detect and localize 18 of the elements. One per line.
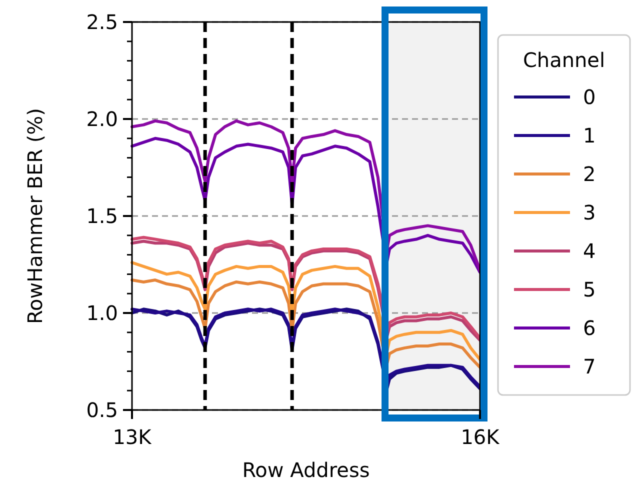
legend-label: 4 [583, 239, 596, 263]
legend-title: Channel [522, 48, 606, 72]
legend-label: 0 [583, 85, 596, 109]
y-tick-label: 1.0 [86, 301, 118, 325]
y-tick-label: 2.0 [86, 107, 118, 131]
y-tick-label: 0.5 [86, 398, 118, 422]
y-tick-label: 1.5 [86, 204, 118, 228]
y-tick-label: 2.5 [86, 10, 118, 34]
legend-label: 5 [583, 278, 596, 302]
legend-label: 7 [583, 354, 596, 378]
x-tick-label: 13K [112, 425, 152, 449]
x-tick-label: 16K [460, 425, 500, 449]
legend-label: 3 [583, 200, 596, 224]
legend-label: 2 [583, 162, 596, 186]
x-axis-title: Row Address [242, 458, 370, 482]
y-axis-title: RowHammer BER (%) [23, 108, 47, 324]
legend-label: 1 [583, 124, 596, 148]
legend-label: 6 [583, 316, 596, 340]
